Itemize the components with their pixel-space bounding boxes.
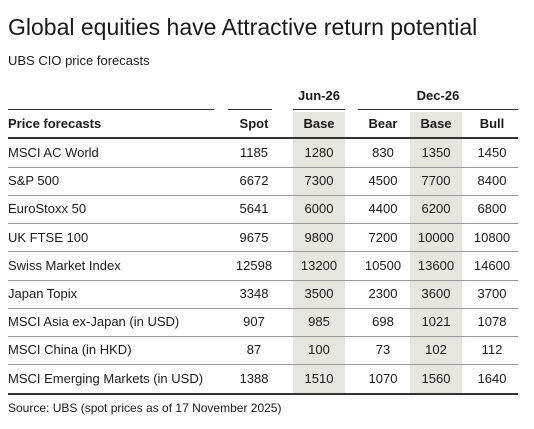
row-label: Japan Topix	[8, 286, 78, 301]
cell-bear: 10500	[364, 257, 402, 273]
cell-spot: 1388	[239, 370, 269, 386]
cell-dec-base: 3600	[421, 286, 451, 301]
rule-top-jun	[293, 109, 345, 110]
cell-jun-base: 7300	[304, 173, 334, 189]
cell-jun-base: 1280	[304, 145, 334, 160]
cell-dec-base: 1021	[421, 314, 451, 330]
cell-bear: 4500	[368, 173, 398, 189]
cell-spot: 5641	[239, 201, 269, 217]
cell-bull: 1078	[477, 314, 507, 330]
cell-spot: 9675	[239, 229, 269, 245]
row-label: UK FTSE 100	[8, 229, 89, 245]
cell-bear: 4400	[368, 201, 398, 217]
cell-spot: 6672	[239, 173, 269, 189]
row-divider	[8, 279, 518, 281]
cell-bear: 2300	[368, 286, 398, 301]
row-label: EuroStoxx 50	[8, 201, 87, 217]
row-label: S&P 500	[8, 173, 60, 189]
cell-spot: 87	[246, 342, 262, 358]
cell-spot: 3348	[239, 286, 269, 301]
bottom-rule	[8, 393, 518, 395]
row-divider	[8, 335, 518, 337]
cell-bull: 1640	[477, 370, 507, 386]
cell-jun-base: 6000	[304, 201, 334, 217]
cell-bear: 73	[375, 342, 391, 358]
cell-dec-base: 13600	[417, 257, 455, 273]
row-divider	[8, 364, 518, 366]
page-subtitle: UBS CIO price forecasts	[8, 53, 150, 68]
cell-dec-base: 1560	[421, 370, 451, 386]
cell-bull: 1450	[477, 145, 507, 160]
dec-base-shade	[410, 112, 462, 394]
row-label: Swiss Market Index	[8, 257, 121, 273]
row-divider	[8, 251, 518, 253]
row-label: MSCI Emerging Markets (in USD)	[8, 370, 204, 386]
page-title: Global equities have Attractive return p…	[8, 14, 478, 40]
source-note: Source: UBS (spot prices as of 17 Novemb…	[8, 401, 282, 415]
cell-spot: 907	[243, 314, 265, 330]
cell-jun-base: 9800	[304, 229, 334, 245]
row-divider	[8, 166, 518, 168]
cell-dec-base: 1350	[421, 145, 451, 160]
cell-bull: 6800	[477, 201, 507, 217]
cell-bear: 830	[372, 145, 394, 160]
cell-bull: 112	[481, 342, 503, 358]
column-header-dec-base: Base	[420, 116, 452, 131]
jun-base-shade	[293, 112, 345, 394]
column-header-jun-base: Base	[303, 116, 335, 131]
cell-bear: 1070	[368, 370, 398, 386]
cell-spot: 1185	[240, 145, 268, 160]
cell-dec-base: 7700	[421, 173, 451, 189]
cell-bear: 698	[372, 314, 394, 330]
column-header-spot: Spot	[239, 116, 269, 131]
group-dec-26: Dec-26	[416, 88, 460, 103]
cell-spot: 12598	[235, 257, 273, 273]
row-divider	[8, 307, 518, 309]
cell-jun-base: 985	[308, 314, 330, 330]
row-label: MSCI AC World	[8, 145, 99, 160]
column-header-bear: Bear	[368, 116, 398, 131]
cell-bull: 3700	[477, 286, 507, 301]
column-header-label: Price forecasts	[8, 116, 102, 131]
cell-dec-base: 102	[425, 342, 447, 358]
group-jun-26: Jun-26	[298, 88, 340, 103]
cell-bull: 8400	[477, 173, 507, 189]
cell-bear: 7200	[368, 229, 398, 245]
row-label: MSCI China (in HKD)	[8, 342, 132, 358]
row-divider	[8, 194, 518, 196]
cell-jun-base: 100	[308, 342, 330, 358]
cell-bull: 14600	[473, 257, 511, 273]
column-header-bull: Bull	[479, 116, 505, 131]
row-divider	[8, 223, 518, 225]
rule-top-spot	[228, 109, 272, 110]
cell-jun-base: 13200	[300, 257, 338, 273]
cell-jun-base: 1510	[304, 370, 334, 386]
cell-bull: 10800	[473, 229, 511, 245]
rule-top-label	[8, 109, 214, 110]
rule-top-dec	[358, 109, 518, 110]
cell-jun-base: 3500	[304, 286, 334, 301]
header-rule	[8, 137, 518, 139]
row-label: MSCI Asia ex-Japan (in USD)	[8, 314, 180, 330]
cell-dec-base: 10000	[417, 229, 455, 245]
cell-dec-base: 6200	[421, 201, 451, 217]
